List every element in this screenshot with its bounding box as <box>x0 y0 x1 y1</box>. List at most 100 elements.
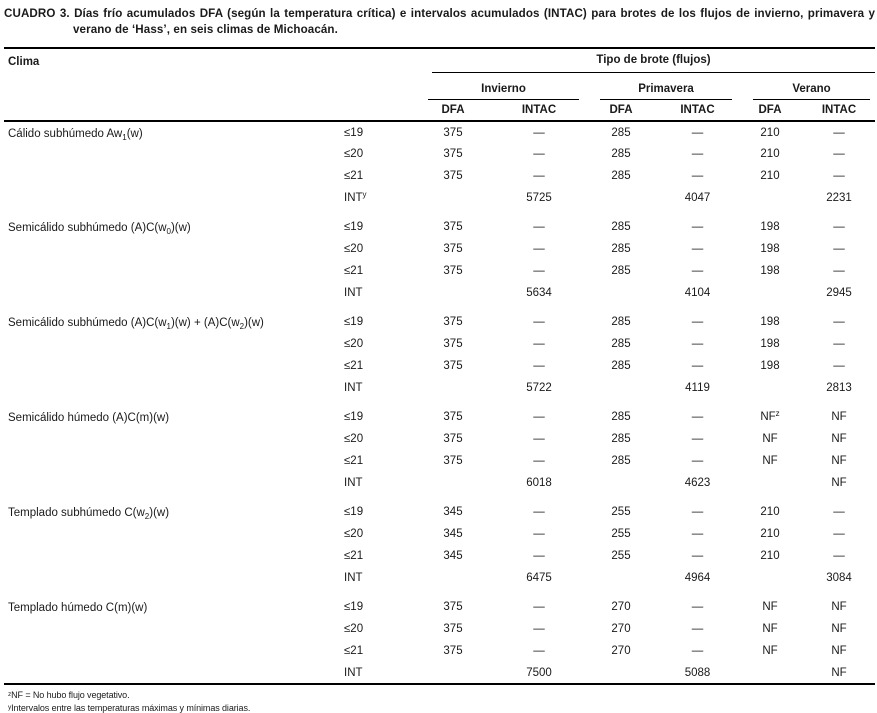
intac-value-cell: — <box>533 148 545 160</box>
intac-value-cell: — <box>533 170 545 182</box>
dfa-value-cell: 285 <box>611 221 631 233</box>
intac-value-cell: 4047 <box>684 192 711 204</box>
intac-value-cell: — <box>691 528 704 540</box>
table-row: Semicálido húmedo (A)C(m)(w) ≤19 375 — 285 — N… <box>4 406 875 428</box>
intac-value-cell: — <box>533 221 545 233</box>
clima-label: Semicálido subhúmedo (A)C(w0)(w) <box>8 222 191 236</box>
dfa-value-cell: 375 <box>443 316 463 328</box>
intac-value-cell: 5088 <box>684 666 711 679</box>
table-row: INT 7500 5088 NF <box>4 662 875 684</box>
intac-value-cell: NF <box>831 411 847 423</box>
intac-value-cell: — <box>533 645 545 657</box>
intac-value-cell: 2945 <box>826 287 852 299</box>
intac-value-cell: — <box>833 221 845 233</box>
dfa-value-cell: 198 <box>760 265 780 277</box>
intac-value-cell: 6475 <box>526 572 552 584</box>
table-row: ≤21 375 — 285 — 198 — <box>4 260 875 282</box>
table-row: ≤21 345 — 255 — 210 — <box>4 545 875 567</box>
table-row: ≤20 375 — 285 — 198 — <box>4 333 875 355</box>
intac-value-cell: — <box>691 221 704 233</box>
dfa-value-cell: 210 <box>760 170 780 182</box>
dfa-value-cell <box>412 567 494 589</box>
dfa-value-cell <box>584 282 658 304</box>
intac-value-cell: — <box>833 243 845 255</box>
intac-value-cell: — <box>533 528 545 540</box>
dfa-value-cell <box>737 187 803 209</box>
column-header-primavera-intac: INTAC <box>658 101 737 122</box>
row-label: ≤21 <box>344 170 364 182</box>
dfa-value-cell <box>737 377 803 399</box>
intac-value-cell: — <box>533 316 545 328</box>
dfa-value-cell: 375 <box>443 623 463 635</box>
intac-value-cell: NF <box>831 666 847 679</box>
dfa-value-cell: 285 <box>611 126 631 139</box>
intac-value-cell: 4964 <box>684 572 711 584</box>
row-label: INT <box>344 666 363 679</box>
row-label: ≤21 <box>344 265 364 277</box>
dfa-value-cell: 210 <box>760 148 780 160</box>
intac-value-cell: — <box>691 601 704 613</box>
dfa-value-cell: 375 <box>443 338 463 350</box>
column-header-primavera: Primavera <box>584 77 737 101</box>
table-row: INTy 5725 4047 2231 <box>4 187 875 209</box>
row-label: ≤21 <box>344 645 364 657</box>
dfa-value-cell: 285 <box>611 338 631 350</box>
dfa-value-cell: NF <box>762 433 778 445</box>
dfa-value-cell: 345 <box>443 550 463 562</box>
row-label: INT <box>344 572 363 584</box>
table-row: INT 5722 4119 2813 <box>4 377 875 399</box>
intac-value-cell: — <box>691 411 704 423</box>
table-header: Clima Tipo de brote (flujos) Invierno Pr… <box>4 48 875 122</box>
column-header-tipo-de-brote: Tipo de brote (flujos) <box>412 48 875 77</box>
tipo-de-brote-label: Tipo de brote (flujos) <box>432 49 875 73</box>
intac-value-cell: — <box>533 411 545 423</box>
dfa-value-cell: 375 <box>443 170 463 182</box>
dfa-value-cell <box>412 377 494 399</box>
dfa-value-cell: NF <box>762 601 778 613</box>
table-row: INT 6475 4964 3084 <box>4 567 875 589</box>
intac-value-cell: — <box>533 126 545 139</box>
caption-text: Días frío acumulados DFA (según la tempe… <box>73 7 876 36</box>
row-label: ≤21 <box>344 455 364 467</box>
dfa-value-cell <box>584 567 658 589</box>
dfa-value-cell: NF <box>762 623 778 635</box>
table-row: Semicálido subhúmedo (A)C(w1)(w) + (A)C(… <box>4 311 875 333</box>
intac-value-cell: — <box>533 243 545 255</box>
dfa-value-cell <box>584 662 658 684</box>
intac-value-cell: — <box>691 550 704 562</box>
intac-value-cell: — <box>833 316 845 328</box>
intac-value-cell: — <box>833 550 845 562</box>
intac-value-cell: NF <box>831 477 847 489</box>
intac-value-cell: — <box>691 360 704 372</box>
dfa-value-cell: 270 <box>611 645 631 657</box>
group-spacer-cell <box>4 589 875 596</box>
intac-value-cell: 2231 <box>826 192 852 204</box>
header-row-group: Clima Tipo de brote (flujos) <box>4 48 875 122</box>
dfa-value-cell: 198 <box>760 221 780 233</box>
row-label: ≤20 <box>344 148 364 160</box>
dfa-value-cell: 210 <box>760 528 780 540</box>
dfa-value-cell: NF <box>762 645 778 657</box>
intac-value-cell: — <box>533 601 545 613</box>
intac-value-cell: 2813 <box>826 382 852 394</box>
dfa-value-cell: 375 <box>443 243 463 255</box>
intac-value-cell: NF <box>831 433 847 445</box>
dfa-value-cell: 210 <box>760 126 780 139</box>
clima-label: Templado húmedo C(m)(w) <box>8 602 148 614</box>
dfa-value-cell: 198 <box>760 338 780 350</box>
clima-label: Cálido subhúmedo Aw1(w) <box>8 128 143 142</box>
intac-value-cell: NF <box>831 645 847 657</box>
dfa-value-cell: 285 <box>611 316 631 328</box>
dfa-value-cell: 198 <box>760 243 780 255</box>
intac-value-cell: NF <box>831 623 847 635</box>
group-spacer-cell <box>4 304 875 311</box>
dfa-value-cell: 345 <box>443 528 463 540</box>
clima-label: Semicálido subhúmedo (A)C(w1)(w) + (A)C(… <box>8 317 264 331</box>
dfa-value-cell: 285 <box>611 265 631 277</box>
column-header-invierno-dfa: DFA <box>412 101 494 122</box>
dfa-value-cell: 375 <box>443 645 463 657</box>
header-row-subcolumns: DFA INTAC DFA INTAC DFA INTAC <box>4 101 875 122</box>
table-row: Templado húmedo C(m)(w) ≤19 375 — 270 — NF NF <box>4 596 875 618</box>
row-label: INTy <box>344 189 367 204</box>
